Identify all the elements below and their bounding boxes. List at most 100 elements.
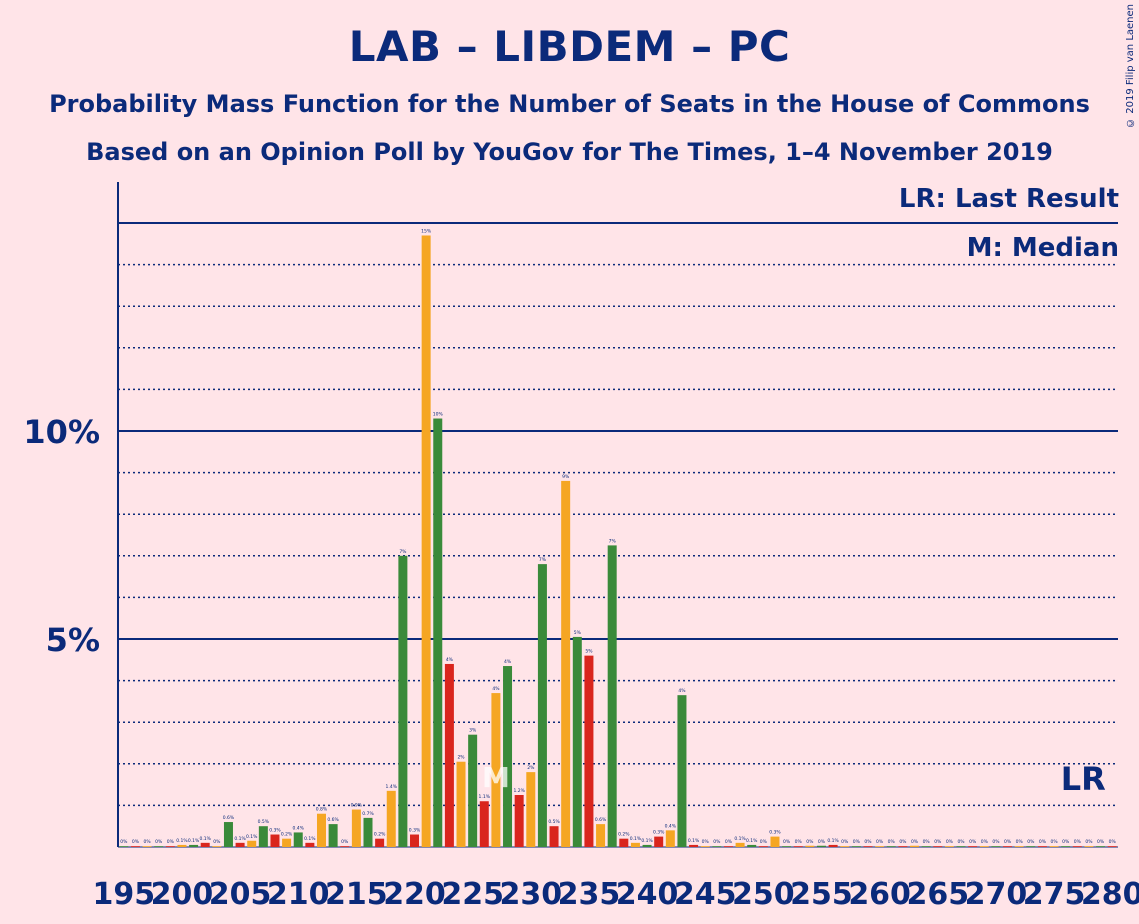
bar-label-seat-267: 0%: [957, 839, 965, 845]
chart-source-line: Based on an Opinion Poll by YouGov for T…: [86, 138, 1053, 166]
bar-seat-265: [933, 846, 943, 847]
bar-seat-208: [270, 834, 280, 847]
bar-label-seat-207: 0.5%: [258, 819, 270, 825]
bar-label-seat-237: 7%: [609, 538, 617, 544]
bar-label-seat-266: 0%: [946, 839, 954, 845]
bar-seat-211: [305, 842, 315, 847]
x-tick-label: 255: [790, 877, 853, 912]
bar-seat-232: [549, 826, 559, 847]
bar-seat-237: [607, 545, 617, 847]
x-tick-label: 195: [93, 877, 156, 912]
bar-label-seat-233: 9%: [562, 474, 570, 480]
bar-seat-219: [398, 555, 408, 847]
bar-label-seat-260: 0%: [876, 839, 884, 845]
bar-seat-252: [782, 846, 792, 847]
bar-label-seat-223: 4%: [446, 657, 454, 663]
bar-seat-206: [247, 840, 257, 847]
bar-label-seat-201: 0.1%: [188, 838, 200, 844]
x-tick-label: 280: [1081, 877, 1139, 912]
x-tick-label: 200: [151, 877, 214, 912]
bar-label-seat-215: 0.9%: [351, 803, 363, 809]
bar-label-seat-272: 0%: [1016, 839, 1024, 845]
bar-seat-261: [886, 846, 896, 847]
bar-seat-216: [363, 817, 373, 847]
bar-label-seat-236: 0.6%: [595, 817, 607, 823]
bar-seat-264: [921, 846, 931, 847]
bar-seat-254: [805, 845, 815, 847]
bar-seat-247: [723, 846, 733, 847]
bar-label-seat-280: 0%: [1109, 839, 1117, 845]
bar-label-seat-210: 0.4%: [293, 825, 305, 831]
bar-seat-271: [1003, 846, 1013, 847]
y-tick-label: 10%: [23, 413, 100, 451]
x-tick-label: 260: [848, 877, 911, 912]
bar-seat-259: [863, 846, 873, 847]
bar-label-seat-217: 0.2%: [374, 832, 386, 838]
bar-seat-245: [700, 846, 710, 847]
x-tick-label: 220: [383, 877, 446, 912]
bar-label-seat-275: 0%: [1050, 839, 1058, 845]
bar-seat-233: [561, 480, 571, 847]
bar-label-seat-202: 0.1%: [199, 836, 211, 842]
bar-seat-236: [596, 824, 606, 847]
x-tick-label: 230: [499, 877, 562, 912]
bar-label-seat-262: 0%: [899, 839, 907, 845]
bar-label-seat-227: 4%: [492, 686, 500, 692]
bar-label-seat-208: 0.3%: [269, 828, 281, 834]
bar-label-seat-252: 0%: [783, 839, 791, 845]
bar-seat-248: [735, 842, 745, 847]
bar-seat-239: [630, 842, 640, 847]
bar-label-seat-212: 0.8%: [316, 807, 328, 813]
bar-label-seat-228: 4%: [504, 659, 512, 665]
bar-seat-244: [689, 844, 699, 847]
bar-seat-242: [665, 830, 675, 847]
x-tick-label: 225: [441, 877, 504, 912]
bar-label-seat-274: 0%: [1039, 839, 1047, 845]
bar-label-seat-206: 0.1%: [246, 834, 258, 840]
bar-seat-238: [619, 838, 629, 847]
bar-seat-215: [351, 809, 361, 847]
bar-label-seat-224: 2%: [457, 755, 465, 761]
bar-seat-278: [1084, 846, 1094, 847]
x-tick-label: 245: [674, 877, 737, 912]
bar-seat-269: [979, 846, 989, 847]
bar-seat-224: [456, 761, 466, 847]
bar-seat-277: [1072, 846, 1082, 847]
bar-label-seat-221: 15%: [421, 228, 432, 234]
bar-seat-266: [944, 846, 954, 847]
bar-seat-203: [212, 846, 222, 847]
bar-label-seat-249: 0.1%: [746, 838, 758, 844]
bar-label-seat-197: 0%: [143, 839, 151, 845]
bar-seat-253: [793, 846, 803, 847]
bar-seat-228: [503, 666, 513, 847]
x-tick-label: 240: [616, 877, 679, 912]
bar-seat-276: [1061, 846, 1071, 847]
bar-label-seat-261: 0%: [888, 839, 896, 845]
bar-seat-200: [177, 844, 187, 847]
bar-label-seat-232: 0.5%: [548, 819, 560, 825]
bar-label-seat-244: 0.1%: [688, 838, 700, 844]
bar-seat-196: [130, 846, 140, 847]
bar-seat-258: [851, 846, 861, 847]
bar-label-seat-238: 0.2%: [618, 832, 630, 838]
bar-seat-207: [258, 826, 268, 847]
bar-label-seat-196: 0%: [132, 839, 140, 845]
bar-label-seat-277: 0%: [1074, 839, 1082, 845]
chart-title: LAB – LIBDEM – PC: [348, 22, 791, 71]
bar-seat-210: [293, 832, 303, 847]
bar-label-seat-250: 0%: [760, 839, 768, 845]
bar-label-seat-200: 0.1%: [176, 838, 188, 844]
bar-seat-201: [189, 844, 199, 847]
bar-seat-209: [282, 838, 292, 847]
bar-seat-260: [875, 846, 885, 847]
bar-label-seat-242: 0.4%: [665, 823, 677, 829]
bar-label-seat-234: 5%: [574, 630, 582, 636]
bar-seat-227: [491, 693, 501, 847]
bar-label-seat-248: 0.1%: [734, 836, 746, 842]
bar-seat-213: [328, 824, 338, 847]
bar-seat-257: [840, 846, 850, 847]
bar-seat-221: [421, 235, 431, 848]
bar-seat-220: [410, 834, 420, 847]
bar-label-seat-268: 0%: [969, 839, 977, 845]
